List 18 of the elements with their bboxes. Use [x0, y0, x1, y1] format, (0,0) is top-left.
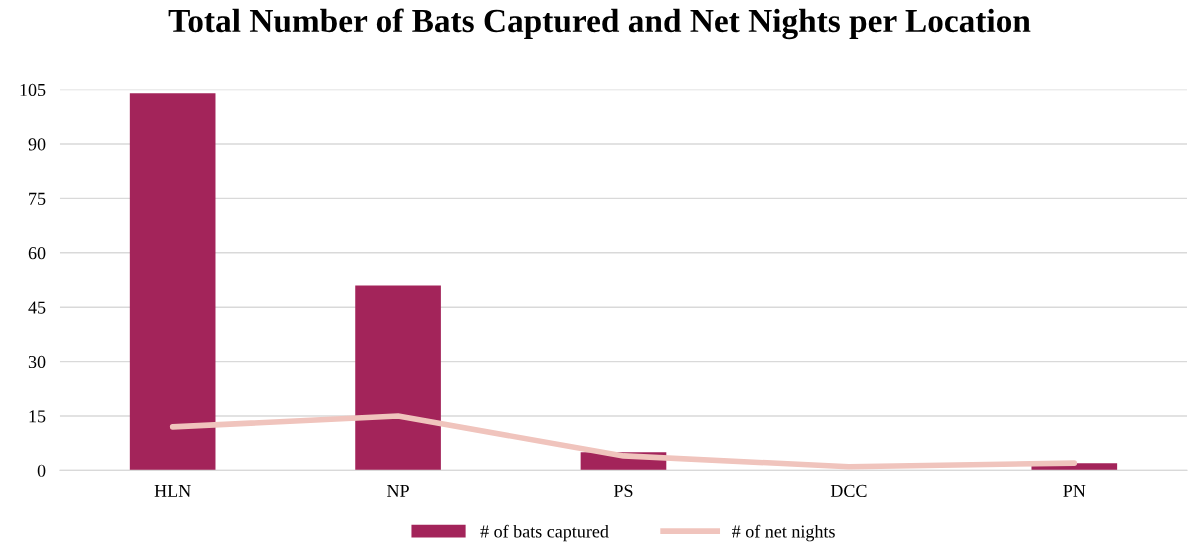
bar [129, 93, 216, 471]
bar [355, 285, 441, 471]
x-tick-label: PS [613, 484, 633, 497]
y-tick-label: 0 [37, 464, 46, 477]
x-tick-label: DCC [830, 484, 867, 497]
y-tick-label: 15 [29, 410, 46, 423]
legend-label: # of bats captured [480, 524, 609, 542]
y-tick-label: 90 [28, 138, 46, 151]
y-tick-label: 75 [29, 192, 46, 205]
y-tick-label: 105 [20, 83, 46, 97]
legend-label: # of net nights [732, 524, 835, 542]
y-tick-label: 45 [28, 301, 46, 314]
chart-title: Total Number of Bats Captured and Net Nights per Location [168, 8, 1031, 40]
y-tick-label: 60 [28, 247, 46, 260]
x-tick-label: NP [387, 484, 409, 497]
y-tick-label: 30 [28, 355, 46, 369]
x-tick-label: HLN [154, 484, 191, 497]
x-tick-label: PN [1063, 484, 1086, 497]
